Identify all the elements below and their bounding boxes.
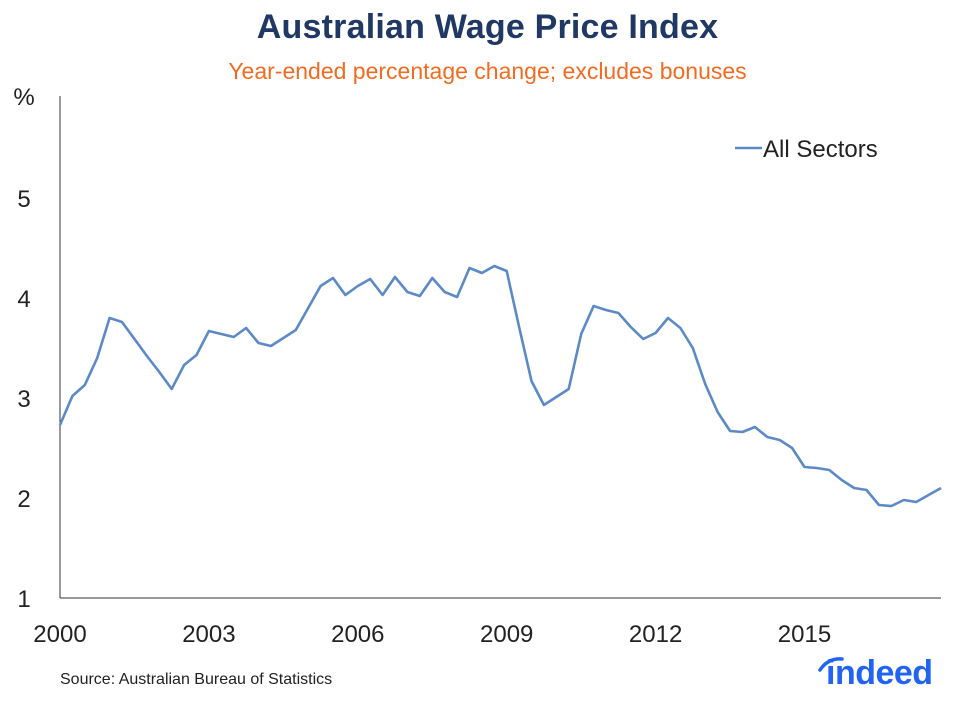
- indeed-logo-arc-icon: [818, 657, 844, 672]
- x-tick-label: 2012: [629, 621, 682, 648]
- y-tick-label: 1: [17, 586, 30, 613]
- y-tick-label: 5: [17, 186, 30, 213]
- y-tick-label: 2: [17, 486, 30, 513]
- x-tick-label: 2003: [182, 621, 235, 648]
- y-axis-label: %: [13, 84, 34, 111]
- legend-label: All Sectors: [763, 136, 878, 163]
- y-tick-label: 4: [17, 286, 30, 313]
- chart-title: Australian Wage Price Index: [256, 8, 719, 46]
- x-tick-label: 2006: [331, 621, 384, 648]
- x-tick-label: 2009: [480, 621, 533, 648]
- indeed-logo: indeed: [826, 654, 933, 692]
- x-tick-label: 2015: [778, 621, 831, 648]
- x-tick-label: 2000: [33, 621, 86, 648]
- y-tick-label: 3: [17, 386, 30, 413]
- source-note: Source: Australian Bureau of Statistics: [60, 671, 333, 688]
- series-line-all-sectors: [58, 264, 942, 508]
- chart-subtitle: Year-ended percentage change; excludes b…: [228, 58, 747, 84]
